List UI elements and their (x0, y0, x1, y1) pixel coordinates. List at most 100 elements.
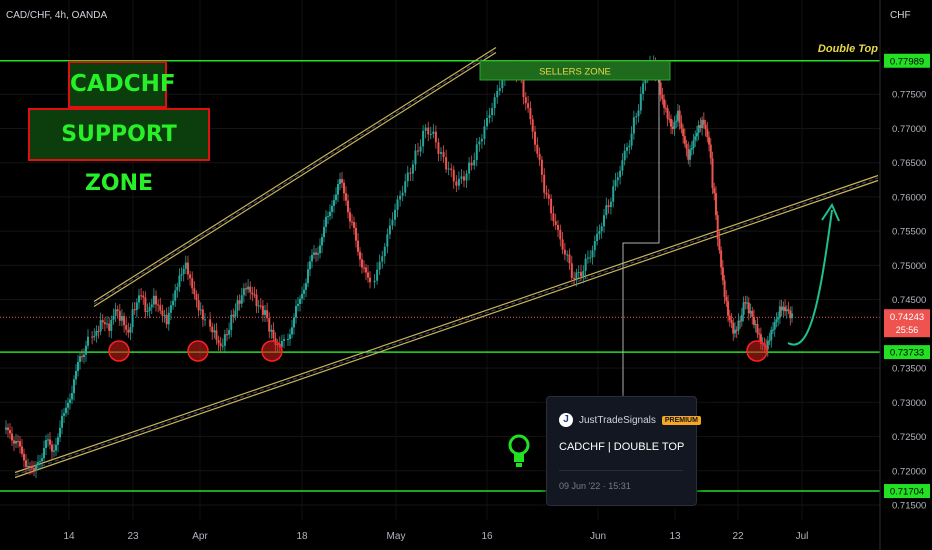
time-tick-label: 14 (63, 531, 75, 542)
candle-body (27, 465, 29, 467)
price-tick-label: 0.75500 (892, 227, 926, 238)
candle-body (529, 108, 532, 120)
candle-body (401, 192, 404, 196)
candle-body (623, 150, 626, 161)
candle-body (619, 170, 622, 178)
candle-body (687, 148, 690, 160)
price-tick-label: 0.77000 (892, 124, 926, 135)
candle-body (363, 267, 365, 269)
candle-body (9, 430, 11, 434)
lower-trendline-center (14, 177, 879, 476)
idea-title[interactable]: CADCHF | DOUBLE TOP (559, 441, 685, 453)
candle-body (55, 444, 57, 451)
candle-body (782, 306, 785, 311)
candle-body (125, 325, 128, 330)
author-name[interactable]: JustTradeSignals (579, 414, 656, 426)
candle-body (69, 399, 71, 403)
candle-body (728, 315, 731, 321)
support-zone-label: SUPPORT ZONE (61, 122, 177, 196)
candle-body (339, 179, 341, 184)
premium-badge: PREMIUM (661, 415, 701, 425)
candle-body (675, 120, 678, 122)
sellers-zone-box (479, 60, 671, 81)
level-price-tag (884, 484, 930, 499)
candle-body (673, 121, 676, 130)
candle-body (259, 305, 262, 307)
candle-body (219, 343, 222, 346)
candle-body (713, 188, 716, 194)
candle-body (752, 316, 755, 325)
candle-body (176, 286, 179, 291)
candle-body (114, 309, 117, 316)
candle-body (317, 253, 319, 255)
candle-body (79, 356, 81, 362)
candle-body (351, 221, 353, 223)
candle-body (7, 427, 9, 431)
candle-body (13, 440, 15, 444)
candle-body (133, 309, 136, 311)
candle-body (61, 415, 63, 428)
candle-body (432, 131, 435, 134)
candle-body (359, 251, 361, 260)
candle-body (639, 93, 642, 111)
candle-body (232, 314, 235, 317)
candle-body (478, 141, 481, 145)
candle-body (768, 340, 771, 342)
candle-body (789, 310, 792, 319)
candle-body (167, 312, 170, 325)
candle-body (31, 467, 33, 469)
candle-body (554, 221, 557, 226)
candle-body (668, 118, 671, 120)
candle-body (493, 97, 496, 109)
idea-date: 09 Jun '22 · 15:31 (559, 481, 631, 491)
candle-body (293, 317, 295, 328)
current-price-label: 0.74243 (890, 312, 924, 323)
candle-body (547, 194, 550, 199)
price-axis: CHF CAD/CHF, 4h, OANDA 0.77500 0.77000 0.765… (6, 0, 930, 550)
candle-body (85, 345, 87, 355)
candle-body (272, 329, 275, 339)
candle-body (616, 177, 619, 181)
candle-body (347, 200, 349, 213)
candle-body (524, 97, 527, 104)
level-price-label: 0.77989 (890, 56, 924, 67)
candle-body (614, 180, 617, 187)
candle-body (573, 277, 576, 279)
candle-body (626, 147, 628, 151)
candle-body (295, 306, 297, 318)
candle-body (725, 296, 728, 302)
candle-body (353, 222, 355, 228)
candle-body (491, 108, 494, 116)
candle-body (591, 250, 594, 258)
candle-body (110, 319, 113, 331)
idea-card[interactable]: J JustTradeSignals PREMIUM CADCHF | DOUB… (546, 396, 701, 506)
candle-body (255, 294, 258, 307)
candle-body (270, 329, 273, 332)
candle-body (642, 83, 645, 94)
candle-body (704, 124, 707, 130)
candle-body (213, 330, 216, 333)
candle-body (303, 289, 305, 294)
candle-body (325, 216, 327, 227)
candle-body (732, 322, 735, 334)
candle-body (735, 329, 738, 331)
symbol-title: CAD/CHF, 4h, OANDA (6, 10, 107, 21)
candle-body (108, 323, 111, 331)
candle-body (450, 168, 453, 170)
candle-body (5, 427, 7, 430)
candle-body (452, 169, 455, 182)
candle-body (778, 306, 781, 318)
candle-body (593, 241, 596, 251)
candle-body (557, 225, 559, 230)
level-price-label: 0.73733 (890, 348, 924, 359)
candle-body (383, 246, 386, 257)
candle-body (468, 162, 471, 174)
candle-body (99, 320, 102, 332)
candle-body (39, 461, 41, 463)
candle-body (161, 310, 164, 316)
time-tick-label: 22 (732, 531, 744, 542)
candle-body (211, 326, 214, 333)
candle-body (730, 320, 733, 323)
candle-body (191, 278, 194, 289)
